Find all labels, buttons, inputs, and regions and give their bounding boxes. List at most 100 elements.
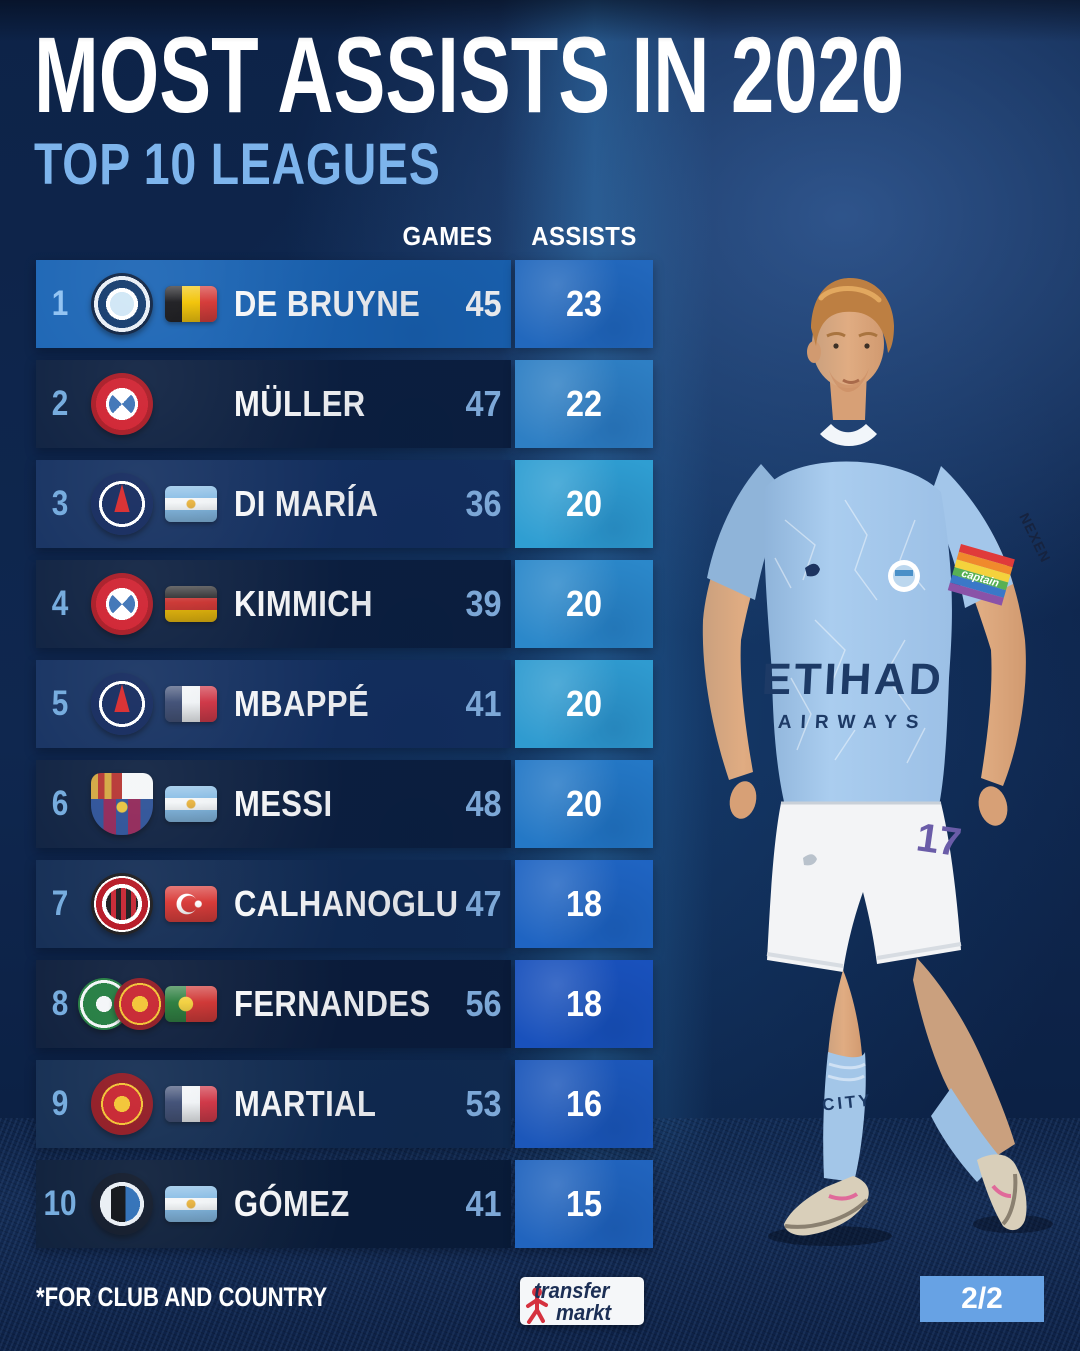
flag-argentina-icon bbox=[165, 786, 217, 822]
rank-label: 6 bbox=[51, 784, 69, 823]
player-name: KIMMICH bbox=[234, 583, 373, 624]
table-row: 4 KIMMICH 39 20 bbox=[36, 560, 653, 648]
flag-portugal-icon bbox=[165, 986, 217, 1022]
player-name: MARTIAL bbox=[234, 1083, 377, 1124]
club-badge-psg-icon bbox=[91, 673, 153, 735]
assists-cell: 23 bbox=[515, 260, 653, 348]
table-row: 10 GÓMEZ 41 15 bbox=[36, 1160, 653, 1248]
table-row: 6 MESSI 48 20 bbox=[36, 760, 653, 848]
assists-value: 18 bbox=[565, 883, 603, 924]
player-name: MESSI bbox=[234, 783, 333, 824]
flag-argentina-icon bbox=[165, 1186, 217, 1222]
club-badge-atalanta-icon bbox=[91, 1173, 153, 1235]
player-name: GÓMEZ bbox=[234, 1183, 350, 1224]
player-name: MÜLLER bbox=[234, 383, 366, 424]
row-band: 8 FERNANDES 56 bbox=[36, 960, 511, 1048]
club-badge-barcelona-icon bbox=[91, 773, 153, 835]
player-name: FERNANDES bbox=[234, 983, 431, 1024]
flag-france-icon bbox=[165, 686, 217, 722]
assists-value: 23 bbox=[565, 283, 603, 324]
flag-slot bbox=[160, 986, 222, 1022]
player-name: CALHANOGLU bbox=[234, 883, 459, 924]
rank-label: 5 bbox=[51, 684, 69, 723]
flag-slot bbox=[160, 586, 222, 622]
footnote: *FOR CLUB AND COUNTRY bbox=[36, 1282, 328, 1312]
club-badges bbox=[78, 978, 166, 1030]
table-row: 7 CALHANOGLU 47 18 bbox=[36, 860, 653, 948]
club-badges bbox=[84, 273, 160, 335]
row-band: 10 GÓMEZ 41 bbox=[36, 1160, 511, 1248]
player-name: MBAPPÉ bbox=[234, 683, 370, 724]
row-band: 4 KIMMICH 39 bbox=[36, 560, 511, 648]
flag-slot bbox=[160, 686, 222, 722]
brand-line1: transfer bbox=[534, 1278, 610, 1303]
flag-germany-icon bbox=[165, 586, 217, 622]
assists-cell: 18 bbox=[515, 960, 653, 1048]
flag-belgium-icon bbox=[165, 286, 217, 322]
flag-argentina-icon bbox=[165, 486, 217, 522]
club-badges bbox=[84, 1073, 160, 1135]
row-band: 1 DE BRUYNE 45 bbox=[36, 260, 511, 348]
assists-value: 16 bbox=[565, 1083, 603, 1124]
table-row: 8 FERNANDES 56 18 bbox=[36, 960, 653, 1048]
assists-value: 20 bbox=[565, 483, 603, 524]
flag-slot bbox=[160, 886, 222, 922]
rank-label: 3 bbox=[51, 484, 69, 523]
rank-label: 7 bbox=[51, 884, 69, 923]
rank-label: 2 bbox=[51, 384, 69, 423]
row-band: 2 MÜLLER 47 bbox=[36, 360, 511, 448]
assists-cell: 20 bbox=[515, 760, 653, 848]
table-row: 1 DE BRUYNE 45 23 bbox=[36, 260, 653, 348]
club-badge-manchester-city-icon bbox=[91, 273, 153, 335]
assists-value: 22 bbox=[565, 383, 603, 424]
club-badges bbox=[84, 573, 160, 635]
flag-turkey-icon bbox=[165, 886, 217, 922]
assists-cell: 20 bbox=[515, 660, 653, 748]
assists-cell: 18 bbox=[515, 860, 653, 948]
club-badge-psg-icon bbox=[91, 473, 153, 535]
page-indicator-label: 2/2 bbox=[961, 1282, 1003, 1315]
club-badge-man-utd-icon bbox=[91, 1073, 153, 1135]
flag-slot bbox=[160, 1186, 222, 1222]
rank-label: 8 bbox=[51, 984, 69, 1023]
flag-slot bbox=[160, 1086, 222, 1122]
club-badge-man-utd-icon bbox=[114, 978, 166, 1030]
club-badges bbox=[84, 673, 160, 735]
row-band: 6 MESSI 48 bbox=[36, 760, 511, 848]
club-badge-ac-milan-icon bbox=[91, 873, 153, 935]
page-indicator-badge: 2/2 bbox=[920, 1276, 1044, 1322]
flag-slot bbox=[160, 486, 222, 522]
club-badge-bayern-munich-icon bbox=[91, 373, 153, 435]
table-row: 2 MÜLLER 47 22 bbox=[36, 360, 653, 448]
row-band: 7 CALHANOGLU 47 bbox=[36, 860, 511, 948]
club-badges bbox=[84, 873, 160, 935]
table-row: 9 MARTIAL 53 16 bbox=[36, 1060, 653, 1148]
table-row: 3 DI MARÍA 36 20 bbox=[36, 460, 653, 548]
assists-value: 15 bbox=[565, 1183, 603, 1224]
assists-value: 20 bbox=[565, 783, 603, 824]
club-badge-bayern-munich-icon bbox=[91, 573, 153, 635]
club-badges bbox=[84, 773, 160, 835]
assists-cell: 16 bbox=[515, 1060, 653, 1148]
club-badges bbox=[84, 473, 160, 535]
assists-value: 20 bbox=[565, 683, 603, 724]
club-badges bbox=[84, 373, 160, 435]
row-band: 5 MBAPPÉ 41 bbox=[36, 660, 511, 748]
flag-slot bbox=[160, 786, 222, 822]
rank-label: 10 bbox=[43, 1184, 77, 1223]
assists-cell: 22 bbox=[515, 360, 653, 448]
rank-label: 1 bbox=[51, 284, 69, 323]
player-name: DI MARÍA bbox=[234, 483, 379, 524]
assists-cell: 20 bbox=[515, 460, 653, 548]
brand-line2: markt bbox=[556, 1300, 612, 1325]
assists-cell: 15 bbox=[515, 1160, 653, 1248]
brand-logo: transfer markt bbox=[520, 1277, 644, 1325]
rank-label: 9 bbox=[51, 1084, 69, 1123]
table-row: 5 MBAPPÉ 41 20 bbox=[36, 660, 653, 748]
assists-cell: 20 bbox=[515, 560, 653, 648]
flag-france-icon bbox=[165, 1086, 217, 1122]
assists-value: 20 bbox=[565, 583, 603, 624]
club-badges bbox=[84, 1173, 160, 1235]
